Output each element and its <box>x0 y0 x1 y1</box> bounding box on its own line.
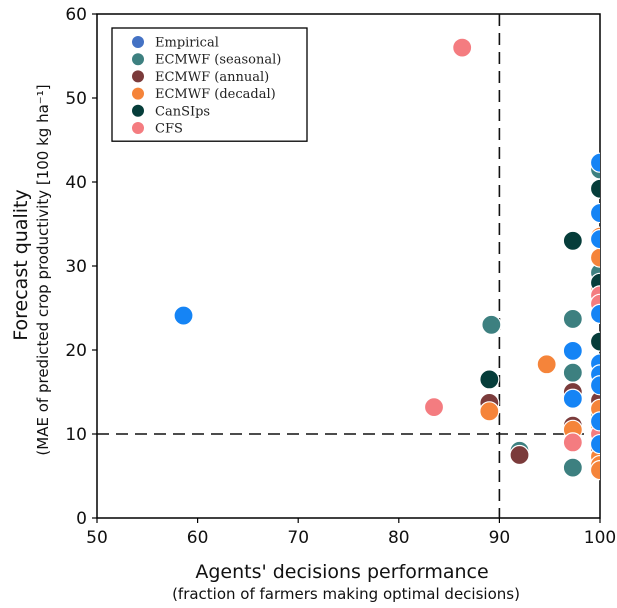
y-tick-label: 60 <box>65 5 87 25</box>
data-point <box>589 247 600 268</box>
legend-label: CanSIps <box>155 104 210 119</box>
legend-marker <box>132 53 144 66</box>
legend-marker <box>132 36 144 48</box>
data-point <box>589 331 600 352</box>
data-point <box>509 444 530 466</box>
data-point <box>562 457 583 478</box>
data-point <box>479 401 500 422</box>
legend-label: ECMWF (decadal) <box>155 87 276 102</box>
data-point <box>562 432 583 453</box>
data-point <box>589 178 600 199</box>
y-tick-label: 20 <box>65 341 87 361</box>
data-point <box>562 362 583 383</box>
x-tick-label: 80 <box>388 528 410 548</box>
reference-lines <box>97 14 600 518</box>
data-point <box>423 397 445 418</box>
data-point <box>479 369 500 390</box>
data-point <box>589 375 600 396</box>
legend-marker <box>132 122 144 134</box>
y-tick-label: 10 <box>65 425 87 445</box>
y-tick-label: 0 <box>76 509 87 529</box>
data-point <box>589 411 600 432</box>
x-tick-label: 70 <box>287 528 309 548</box>
data-point <box>562 230 583 251</box>
data-point <box>589 460 600 481</box>
data-point <box>452 37 473 58</box>
x-tick-label: 100 <box>584 528 616 548</box>
legend-marker <box>132 70 144 83</box>
legend-marker <box>132 104 144 117</box>
y-axis-label: Forecast quality <box>10 189 32 340</box>
data-point <box>589 433 600 455</box>
y-tick-label: 40 <box>65 173 87 193</box>
x-axis-ticks: 50 60 70 80 90 100 <box>86 518 616 548</box>
data-point <box>589 152 600 173</box>
y-axis-sublabel: (MAE of predicted crop productivity [100… <box>34 84 52 455</box>
data-point <box>589 202 600 224</box>
y-axis-ticks: 0 10 20 30 40 50 60 <box>65 5 97 529</box>
data-point <box>589 303 600 324</box>
x-axis-sublabel: (fraction of farmers making optimal deci… <box>172 585 520 603</box>
y-tick-label: 30 <box>65 257 87 277</box>
legend: Empirical ECMWF (seasonal) ECMWF (annual) E… <box>111 27 308 142</box>
legend-label: Empirical <box>155 36 219 51</box>
y-tick-label: 50 <box>65 89 87 109</box>
data-point <box>173 305 194 326</box>
legend-box <box>111 27 308 142</box>
legend-label: ECMWF (seasonal) <box>155 53 281 68</box>
data-point <box>481 314 502 335</box>
data-point <box>589 229 600 250</box>
legend-marker <box>132 87 144 100</box>
data-point <box>562 340 583 361</box>
data-point <box>562 308 583 330</box>
x-tick-label: 60 <box>187 528 209 548</box>
data-points <box>173 37 600 481</box>
legend-label: ECMWF (annual) <box>155 70 269 85</box>
legend-label: CFS <box>155 122 183 137</box>
x-axis-label: Agents' decisions performance <box>195 561 488 583</box>
x-tick-label: 50 <box>86 528 108 548</box>
data-point <box>536 354 557 375</box>
x-tick-label: 90 <box>489 528 511 548</box>
data-point <box>562 388 583 409</box>
